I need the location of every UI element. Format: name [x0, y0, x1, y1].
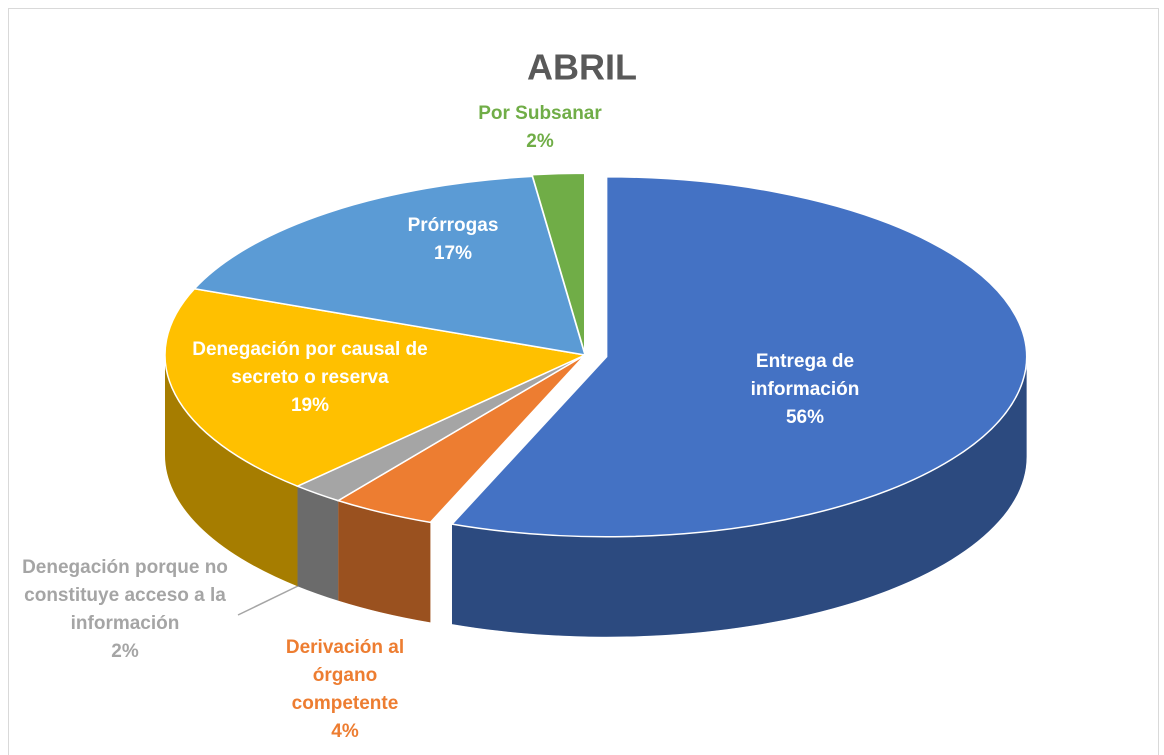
label-value: 4%: [331, 721, 359, 742]
chart-title: ABRIL: [527, 47, 637, 88]
slice: [193, 175, 587, 356]
slice-side: [165, 355, 298, 587]
data-label: Derivación al órgano competente 4%: [260, 634, 430, 746]
label-name: Por Subsanar: [478, 103, 602, 124]
slice-sides: [165, 355, 1027, 637]
label-name: Derivación al órgano competente: [285, 637, 405, 714]
slice-side-shade: [165, 355, 298, 587]
data-label: Prórrogas 17%: [373, 212, 533, 268]
slice-side: [297, 486, 339, 601]
slice-side-shade: [451, 356, 1027, 637]
chart-border: [8, 8, 1159, 755]
label-value: 2%: [526, 131, 554, 152]
label-name: Denegación por causal de secreto o reser…: [192, 339, 428, 388]
slice-side-shade: [338, 500, 431, 623]
slice: [164, 287, 588, 488]
data-label: Entrega de información 56%: [705, 348, 905, 432]
slice-side: [451, 356, 1027, 637]
leader-line: [237, 584, 301, 616]
label-name: Denegación porque no constituye acceso a…: [22, 557, 228, 634]
data-label: Denegación por causal de secreto o reser…: [190, 336, 430, 420]
label-name: Entrega de información: [750, 351, 860, 400]
label-name: Prórrogas: [407, 215, 499, 236]
slice: [531, 172, 586, 354]
label-value: 56%: [785, 407, 825, 428]
slice-tops: [164, 172, 1028, 538]
slice-side: [338, 500, 431, 623]
label-value: 2%: [111, 641, 139, 662]
data-label: Por Subsanar 2%: [450, 100, 630, 156]
label-value: 17%: [433, 243, 473, 264]
data-label: Denegación porque no constituye acceso a…: [10, 554, 240, 666]
label-value: 19%: [290, 395, 330, 416]
slice: [450, 176, 1028, 538]
slice-side-shade: [297, 486, 339, 601]
